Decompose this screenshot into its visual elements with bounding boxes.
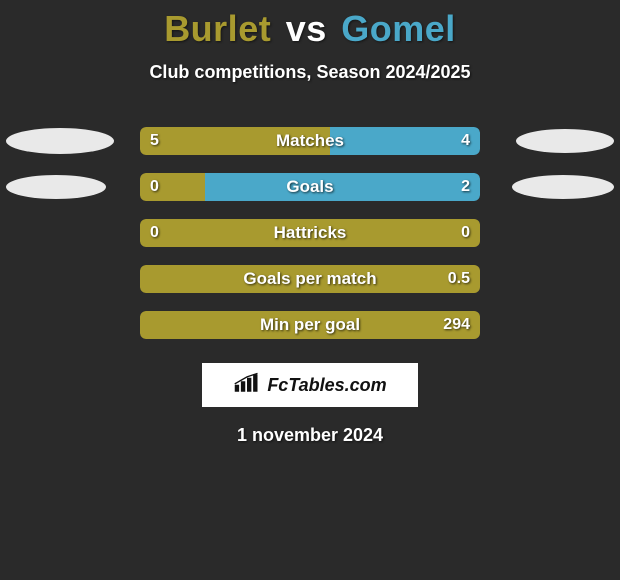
stat-row: 02Goals <box>0 173 620 201</box>
stat-bar-left-fill <box>140 173 205 201</box>
stat-bar-right-fill <box>330 127 480 155</box>
stat-row: 0.5Goals per match <box>0 265 620 293</box>
player-oval-left <box>6 128 114 154</box>
player-oval-left <box>6 175 106 199</box>
bar-chart-icon <box>233 372 261 399</box>
date-label: 1 november 2024 <box>0 425 620 446</box>
player2-name: Gomel <box>341 8 456 49</box>
subtitle: Club competitions, Season 2024/2025 <box>0 62 620 83</box>
stat-bar-left-fill <box>140 311 480 339</box>
stat-bar: 294Min per goal <box>140 311 480 339</box>
stat-bar: 02Goals <box>140 173 480 201</box>
page-title: Burlet vs Gomel <box>0 0 620 50</box>
stat-bar-left-fill <box>140 219 480 247</box>
stat-row: 54Matches <box>0 127 620 155</box>
stat-bar: 0.5Goals per match <box>140 265 480 293</box>
stat-row: 00Hattricks <box>0 219 620 247</box>
stat-bar-right-fill <box>205 173 480 201</box>
brand-text: FcTables.com <box>267 375 386 396</box>
brand-badge: FcTables.com <box>202 363 418 407</box>
player1-name: Burlet <box>164 8 271 49</box>
stat-bar-left-fill <box>140 265 480 293</box>
stat-rows: 54Matches 02Goals 00Hattricks 0.5Goals per … <box>0 127 620 339</box>
vs-label: vs <box>286 8 327 49</box>
stat-bar: 54Matches <box>140 127 480 155</box>
stat-row: 294Min per goal <box>0 311 620 339</box>
player-oval-right <box>516 129 614 153</box>
player-oval-right <box>512 175 614 199</box>
stat-bar: 00Hattricks <box>140 219 480 247</box>
stat-bar-left-fill <box>140 127 330 155</box>
